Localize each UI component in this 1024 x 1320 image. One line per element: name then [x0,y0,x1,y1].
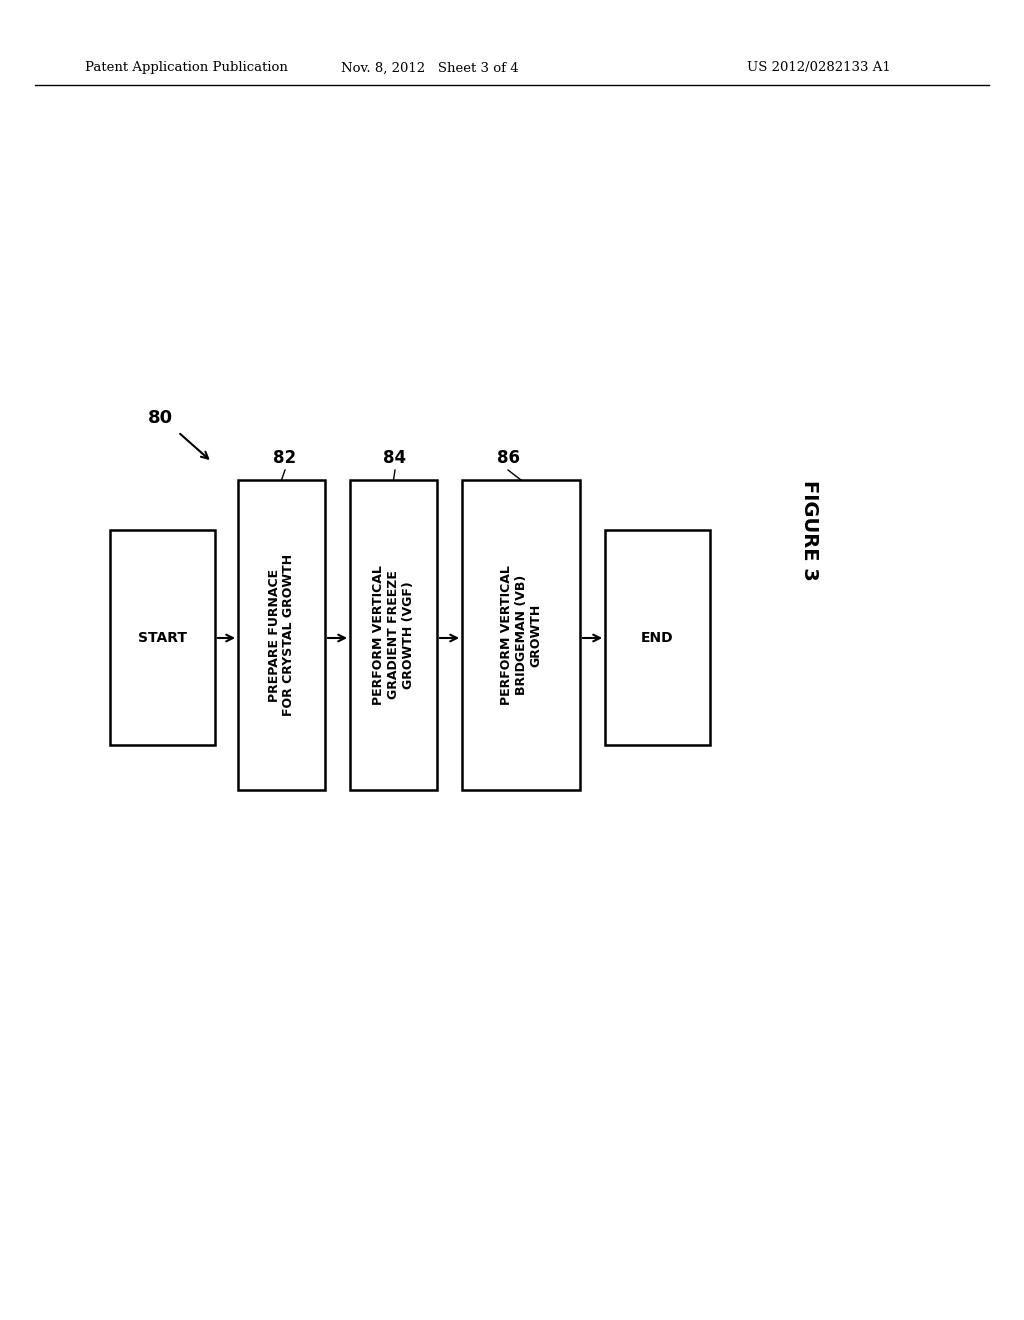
Bar [350,480,437,789]
Text: US 2012/0282133 A1: US 2012/0282133 A1 [748,62,891,74]
Text: 82: 82 [273,449,297,467]
Text: PERFORM VERTICAL
BRIDGEMAN (VB)
GROWTH: PERFORM VERTICAL BRIDGEMAN (VB) GROWTH [500,565,543,705]
Bar [605,531,710,744]
Bar [462,480,580,789]
Text: PERFORM VERTICAL
GRADIENT FREEZE
GROWTH (VGF): PERFORM VERTICAL GRADIENT FREEZE GROWTH … [372,565,415,705]
Text: START: START [138,631,187,644]
Text: PREPARE FURNACE
FOR CRYSTAL GROWTH: PREPARE FURNACE FOR CRYSTAL GROWTH [267,554,296,715]
Text: Nov. 8, 2012   Sheet 3 of 4: Nov. 8, 2012 Sheet 3 of 4 [341,62,519,74]
Text: 86: 86 [497,449,519,467]
Text: END: END [641,631,674,644]
Text: 84: 84 [383,449,407,467]
Bar [238,480,325,789]
Text: 80: 80 [147,409,173,426]
Text: Patent Application Publication: Patent Application Publication [85,62,288,74]
Bar [110,531,215,744]
Text: FIGURE 3: FIGURE 3 [801,480,819,581]
